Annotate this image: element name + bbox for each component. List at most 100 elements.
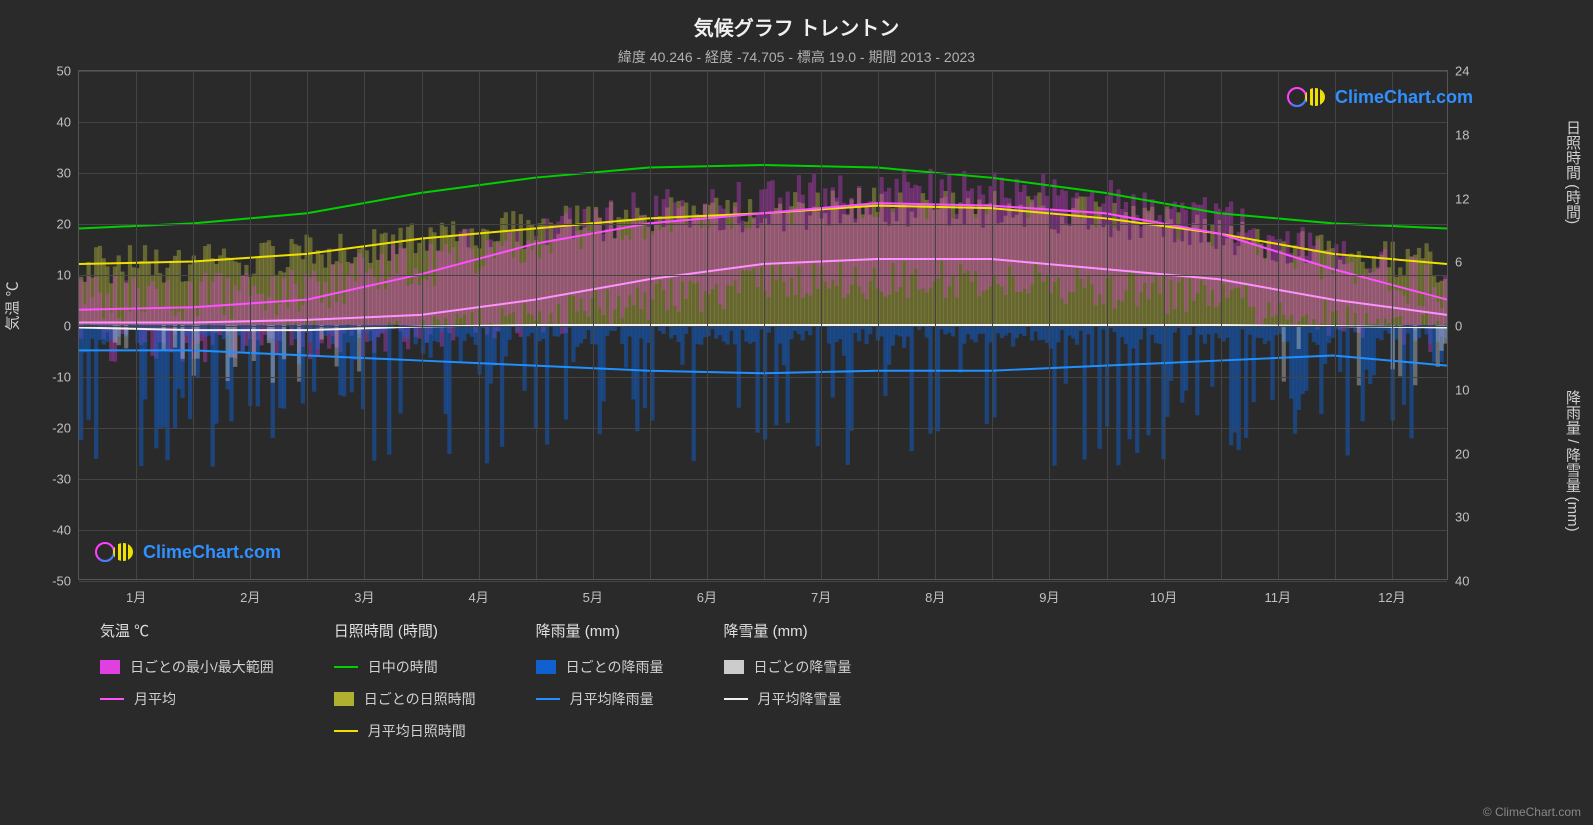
legend-swatch <box>334 692 354 706</box>
y-tick-left: -50 <box>52 574 71 589</box>
legend-item: 日ごとの降雪量 <box>724 657 852 677</box>
legend-item: 日中の時間 <box>334 657 476 677</box>
y-tick-right: 30 <box>1455 510 1469 525</box>
grid-line-v <box>1107 71 1108 579</box>
legend-header: 降雨量 (mm) <box>536 620 664 641</box>
grid-line-v <box>136 71 137 579</box>
grid-line-v <box>364 71 365 579</box>
y-tick-right: 12 <box>1455 191 1469 206</box>
grid-line-v <box>1221 71 1222 579</box>
legend-label: 月平均降雪量 <box>758 689 842 709</box>
chart-svg <box>79 71 1447 579</box>
x-tick: 4月 <box>468 587 488 606</box>
legend-column: 降雨量 (mm) 日ごとの降雨量月平均降雨量 <box>536 620 664 741</box>
grid-line-v <box>479 71 480 579</box>
legend-item: 月平均降雪量 <box>724 689 852 709</box>
grid-line-h <box>79 275 1447 276</box>
y-axis-left-label: 気温 ℃ <box>2 281 23 330</box>
y-axis-right-label-precip: 降雨量 / 降雪量 (mm) <box>1562 390 1583 532</box>
legend-item: 日ごとの降雨量 <box>536 657 664 677</box>
x-tick: 5月 <box>583 587 603 606</box>
chart-subtitle: 緯度 40.246 - 経度 -74.705 - 標高 19.0 - 期間 20… <box>0 47 1593 67</box>
grid-line-v <box>1049 71 1050 579</box>
grid-line-h <box>79 377 1447 378</box>
legend-header: 日照時間 (時間) <box>334 620 476 641</box>
y-tick-right: 24 <box>1455 64 1469 79</box>
y-tick-left: 10 <box>57 268 71 283</box>
x-tick: 2月 <box>240 587 260 606</box>
x-tick: 10月 <box>1150 587 1177 606</box>
legend-header: 気温 ℃ <box>100 620 274 641</box>
grid-line-h <box>79 428 1447 429</box>
grid-line-h <box>79 326 1447 327</box>
y-tick-left: 50 <box>57 64 71 79</box>
y-tick-left: 40 <box>57 115 71 130</box>
legend-label: 日中の時間 <box>368 657 438 677</box>
copyright: © ClimeChart.com <box>1483 805 1581 819</box>
grid-line-v <box>250 71 251 579</box>
legend-label: 日ごとの降雪量 <box>754 657 852 677</box>
grid-line-v <box>1335 71 1336 579</box>
x-tick: 8月 <box>925 587 945 606</box>
y-tick-left: 30 <box>57 166 71 181</box>
legend-swatch <box>536 660 556 674</box>
y-tick-right: 6 <box>1455 255 1462 270</box>
grid-line-h <box>79 71 1447 72</box>
watermark: ClimeChart.com <box>95 540 281 564</box>
legend-line <box>100 698 124 700</box>
x-tick: 6月 <box>697 587 717 606</box>
legend-label: 月平均日照時間 <box>368 721 466 741</box>
grid-line-v <box>821 71 822 579</box>
legend-line <box>334 730 358 732</box>
y-tick-left: -30 <box>52 472 71 487</box>
legend-label: 月平均降雨量 <box>570 689 654 709</box>
watermark-logo-icon <box>1287 85 1329 109</box>
x-tick: 3月 <box>354 587 374 606</box>
legend-line <box>724 698 748 700</box>
grid-line-h <box>79 173 1447 174</box>
grid-line-h <box>79 581 1447 582</box>
legend-column: 降雪量 (mm)日ごとの降雪量月平均降雪量 <box>724 620 852 741</box>
y-axis-right-label-sunshine: 日照時間 (時間) <box>1562 120 1583 224</box>
legend-column: 日照時間 (時間) 日中の時間日ごとの日照時間月平均日照時間 <box>334 620 476 741</box>
legend-swatch <box>100 660 120 674</box>
watermark-text: ClimeChart.com <box>143 542 281 563</box>
legend-item: 日ごとの最小/最大範囲 <box>100 657 274 677</box>
legend-label: 日ごとの日照時間 <box>364 689 476 709</box>
watermark-text: ClimeChart.com <box>1335 87 1473 108</box>
x-tick: 9月 <box>1039 587 1059 606</box>
y-tick-right: 10 <box>1455 382 1469 397</box>
grid-line-h <box>79 224 1447 225</box>
grid-line-v <box>536 71 537 579</box>
legend-line <box>536 698 560 700</box>
legend-item: 日ごとの日照時間 <box>334 689 476 709</box>
grid-line-v <box>422 71 423 579</box>
x-tick: 12月 <box>1378 587 1405 606</box>
x-tick: 1月 <box>126 587 146 606</box>
grid-line-v <box>878 71 879 579</box>
grid-line-h <box>79 530 1447 531</box>
legend-line <box>334 666 358 668</box>
climate-chart: 気候グラフ トレントン 緯度 40.246 - 経度 -74.705 - 標高 … <box>0 0 1593 825</box>
x-tick: 7月 <box>811 587 831 606</box>
grid-line-v <box>707 71 708 579</box>
watermark-logo-icon <box>95 540 137 564</box>
y-tick-left: -10 <box>52 370 71 385</box>
grid-line-h <box>79 122 1447 123</box>
plot-area: 50403020100-10-20-30-40-5024181260102030… <box>78 70 1448 580</box>
legend-item: 月平均降雨量 <box>536 689 664 709</box>
y-tick-left: -40 <box>52 523 71 538</box>
watermark: ClimeChart.com <box>1287 85 1473 109</box>
chart-title: 気候グラフ トレントン <box>0 0 1593 41</box>
grid-line-v <box>307 71 308 579</box>
grid-line-h <box>79 479 1447 480</box>
grid-line-v <box>992 71 993 579</box>
grid-line-v <box>1392 71 1393 579</box>
grid-line-v <box>593 71 594 579</box>
legend-label: 日ごとの最小/最大範囲 <box>130 657 274 677</box>
y-tick-right: 20 <box>1455 446 1469 461</box>
grid-line-v <box>1278 71 1279 579</box>
legend-label: 月平均 <box>134 689 176 709</box>
x-tick: 11月 <box>1265 587 1292 606</box>
legend-swatch <box>724 660 744 674</box>
